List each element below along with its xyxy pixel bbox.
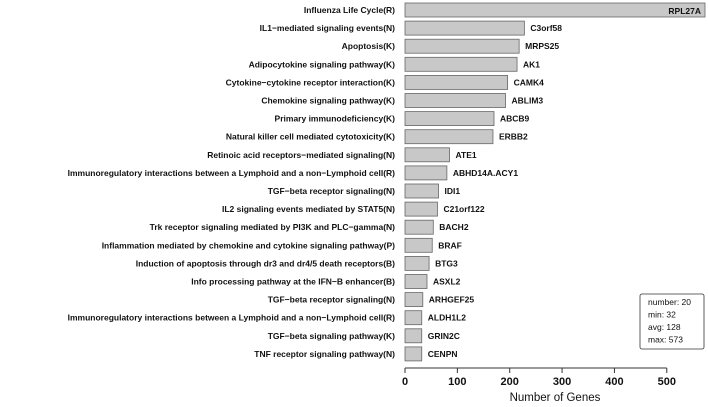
bar [404,255,430,271]
bar-label: ALDH1L2 [428,313,467,323]
bar [404,75,509,90]
category-label: TGF−beta signaling pathway(K) [268,331,395,341]
bar-label: C21orf122 [443,204,484,214]
category-label: Info processing pathway at the IFN−B enh… [191,277,395,287]
bar-label: BACH2 [439,222,469,232]
x-axis: 0 100 200 300 400 500 [402,367,676,388]
bar [404,219,434,235]
x-axis-label: Number of Genes [510,392,601,404]
stats-line: avg: 128 [648,322,681,332]
bar [404,129,494,145]
category-label: Natural killer cell mediated cytotoxicit… [226,132,395,142]
bar [404,38,520,54]
bar [404,2,706,18]
x-tick-label: 400 [605,376,623,388]
bar [404,165,448,181]
x-tick-label: 500 [658,376,676,388]
bar-label: ABCB9 [500,114,530,124]
bar-label: GRIN2C [428,331,460,341]
bar [404,237,433,253]
x-tick-label: 0 [402,376,408,388]
bar-label: CENPN [428,349,458,359]
bar-label: ERBB2 [499,132,528,142]
bar [404,56,518,72]
category-label: Induction of apoptosis through dr3 and d… [136,258,395,268]
bar [404,93,506,108]
x-tick-label: 300 [553,376,571,388]
bar [404,328,423,344]
bar [404,147,450,163]
stats-line: max: 573 [648,335,683,345]
stats-line: min: 32 [648,310,676,320]
bar-label: AK1 [523,59,540,69]
stats-box: number: 20 min: 32 avg: 128 max: 573 [639,293,705,350]
bar-label: MRPS25 [525,41,559,51]
bar-label: C3orf58 [530,23,562,33]
category-label: IL2 signaling events mediated by STAT5(N… [222,204,395,214]
category-label: Immunoregulatory interactions between a … [68,313,396,323]
category-label: Immunoregulatory interactions between a … [68,168,396,178]
bar [404,292,424,308]
bar-label: CAMK4 [514,77,544,87]
stats-line: number: 20 [648,297,691,307]
category-label: Primary immunodeficiency(K) [275,114,396,124]
category-labels: Influenza Life Cycle(R) IL1−mediated sign… [68,5,396,359]
category-label: Chemokine signaling pathway(K) [261,96,395,106]
bar-label: BTG3 [435,258,458,268]
bars [404,2,706,362]
bar-label: ARHGEF25 [429,295,475,305]
bar-label: BRAF [438,240,462,250]
stats-box-frame [639,293,705,350]
bar [404,346,423,362]
category-label: Influenza Life Cycle(R) [304,5,395,15]
bar [404,111,495,126]
bar-labels: RPL27A C3orf58 MRPS25 AK1 CAMK4 ABLIM3 ABCB9 ER… [428,6,701,359]
category-label: IL1−mediated signaling events(N) [260,23,395,33]
bar-label: ABLIM3 [512,96,544,106]
category-label: Apoptosis(K) [342,41,396,51]
category-label: Adipocytokine signaling pathway(K) [249,59,396,69]
category-label: TGF−beta receptor signaling(N) [268,186,395,196]
bar [404,274,428,289]
bar [404,310,423,326]
bar [404,183,439,199]
x-tick-label: 100 [448,376,466,388]
bar-label: ATE1 [456,150,477,160]
category-label: TNF receptor signaling pathway(N) [254,349,395,359]
bar [404,20,525,36]
x-tick-label: 200 [501,376,519,388]
category-label: Retinoic acid receptors−mediated signali… [207,150,395,160]
category-label: Trk receptor signaling mediated by PI3K … [150,222,396,232]
bar-label: RPL27A [668,6,701,16]
category-label: Cytokine−cytokine receptor interaction(K… [226,77,396,87]
bar-label: ASXL2 [433,277,461,287]
bar [404,201,438,217]
category-label: Inflammation mediated by chemokine and c… [102,240,395,250]
bar-label: IDI1 [445,186,461,196]
bar-label: ABHD14A.ACY1 [453,168,518,178]
category-label: TGF−beta receptor signaling(N) [268,295,395,305]
